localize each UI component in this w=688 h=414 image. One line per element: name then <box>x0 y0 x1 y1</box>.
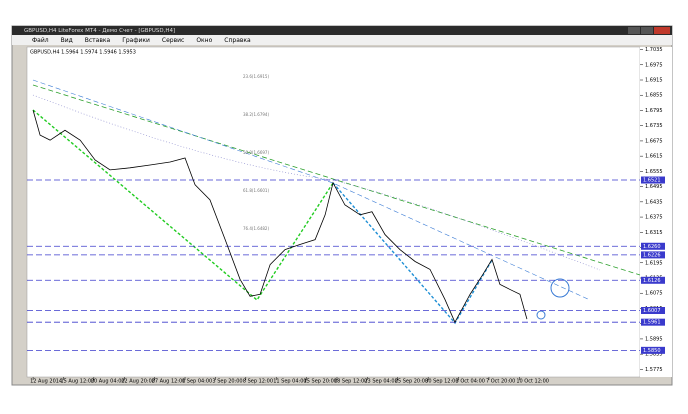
envelope-line <box>32 94 601 271</box>
x-tick-label: 15 Sep 20:00 <box>304 379 337 385</box>
x-tick-label: 11 Sep 04:00 <box>273 379 306 385</box>
menu-item[interactable]: Вид <box>61 37 73 44</box>
x-tick-label: 20 Aug 04:00 <box>91 379 125 385</box>
close-button[interactable] <box>654 27 670 34</box>
menu-item[interactable]: Сервис <box>162 37 184 44</box>
menu-item[interactable]: Вставка <box>85 37 111 44</box>
y-tick-label: 1.6375 <box>645 215 663 221</box>
fib-label: 23.6(1.6915) <box>243 74 269 79</box>
y-tick-label: 1.6915 <box>645 78 663 84</box>
marker-circle <box>550 278 570 298</box>
x-tick-label: 7 Oct 20:00 <box>486 379 515 385</box>
minimize-button[interactable] <box>628 27 640 34</box>
chart-header: GBPUSD,H4 1.5964 1.5974 1.5946 1.5953 <box>30 50 136 56</box>
x-tick-label: 10 Oct 12:00 <box>516 379 549 385</box>
marker-circle <box>536 310 546 320</box>
fib-label: 50.0(1.6697) <box>243 150 269 155</box>
level-badge <box>641 251 665 259</box>
level-label: 1.6226 <box>643 252 661 258</box>
y-tick-label: 1.6075 <box>645 291 663 297</box>
menu-bar <box>12 35 672 45</box>
y-tick-label: 1.6735 <box>645 123 663 129</box>
menu-item[interactable]: Окно <box>196 37 212 44</box>
ma-line <box>32 84 641 276</box>
chart-area <box>26 46 641 378</box>
level-label: 1.6007 <box>643 308 661 314</box>
x-tick-label: 22 Aug 20:00 <box>121 379 155 385</box>
level-badge <box>641 346 665 354</box>
title-bar <box>12 26 672 35</box>
y-tick-label: 1.6615 <box>645 154 663 160</box>
menu-item[interactable]: Справка <box>224 37 251 44</box>
menu: Файл Вид Вставка Графики Сервис Окно Справка <box>32 37 251 44</box>
y-tick-label: 1.6555 <box>645 169 663 175</box>
level-badge <box>641 318 665 326</box>
level-badge <box>641 242 665 250</box>
menu-item[interactable]: Файл <box>32 37 49 44</box>
price-line <box>32 110 528 324</box>
menu-item[interactable]: Графики <box>122 37 150 44</box>
zigzag-green <box>32 109 334 302</box>
fib-label: 61.8(1.6601) <box>243 188 269 193</box>
y-tick-label: 1.7035 <box>645 47 663 53</box>
x-tick-label: 8 Sep 12:00 <box>243 379 273 385</box>
y-tick-label: 1.6495 <box>645 184 663 190</box>
x-tick-label: 1 Sep 04:00 <box>182 379 212 385</box>
y-tick-label: 1.5895 <box>645 336 663 342</box>
y-tick-label: 1.6675 <box>645 138 663 144</box>
level-label: 1.6521 <box>643 178 661 184</box>
y-tick-label: 1.6195 <box>645 260 663 266</box>
x-tick-label: 18 Sep 12:00 <box>334 379 367 385</box>
x-tick-label: 3 Sep 20:00 <box>212 379 242 385</box>
x-tick-label: 30 Sep 12:00 <box>425 379 458 385</box>
level-badge <box>641 176 665 184</box>
y-tick-label: 1.6315 <box>645 230 663 236</box>
window-title: GBPUSD,H4 LiteForex MT4 - Демо Счет - [G… <box>24 28 175 34</box>
x-tick-label: 25 Sep 20:00 <box>395 379 428 385</box>
x-tick-label: 12 Aug 2014 <box>30 379 62 385</box>
fib-label: 38.2(1.6794) <box>243 112 269 117</box>
level-label: 1.6126 <box>643 278 661 284</box>
x-tick-label: 15 Aug 12:00 <box>60 379 94 385</box>
zigzag-blue <box>332 182 493 325</box>
level-badge <box>641 306 665 314</box>
level-badge <box>641 276 665 284</box>
plot: 1.7035 1.6975 1.6915 1.6855 1.6795 1.6735 1.66… <box>27 47 665 385</box>
y-tick-label: 1.6975 <box>645 62 663 68</box>
level-label: 1.5961 <box>643 320 661 326</box>
y-tick-label: 1.6795 <box>645 108 663 114</box>
y-tick-label: 1.5775 <box>645 367 663 373</box>
level-label: 1.6260 <box>643 244 661 250</box>
level-label: 1.5850 <box>643 348 661 354</box>
fib-label: 76.4(1.6482) <box>243 226 269 231</box>
y-tick-label: 1.6435 <box>645 199 663 205</box>
x-tick-label: 3 Oct 04:00 <box>456 379 485 385</box>
trend-line <box>32 79 591 301</box>
x-tick-label: 23 Sep 04:00 <box>364 379 397 385</box>
y-tick-label: 1.5835 <box>645 352 663 358</box>
y-tick-label: 1.6855 <box>645 93 663 99</box>
x-tick-label: 27 Aug 12:00 <box>152 379 186 385</box>
maximize-button[interactable] <box>641 27 653 34</box>
